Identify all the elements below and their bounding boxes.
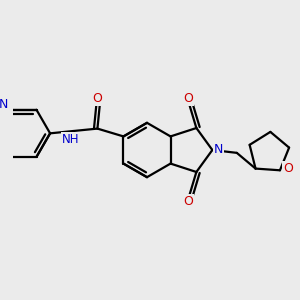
Text: NH: NH (62, 133, 80, 146)
Text: O: O (283, 162, 293, 176)
Text: O: O (183, 92, 193, 105)
Text: N: N (0, 98, 8, 111)
Text: N: N (214, 143, 223, 157)
Text: O: O (183, 195, 193, 208)
Text: O: O (92, 92, 102, 105)
